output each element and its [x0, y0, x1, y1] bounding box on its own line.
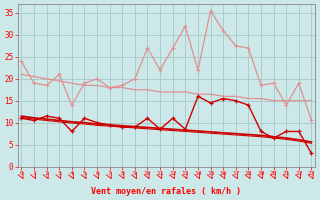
- X-axis label: Vent moyen/en rafales ( km/h ): Vent moyen/en rafales ( km/h ): [92, 187, 241, 196]
